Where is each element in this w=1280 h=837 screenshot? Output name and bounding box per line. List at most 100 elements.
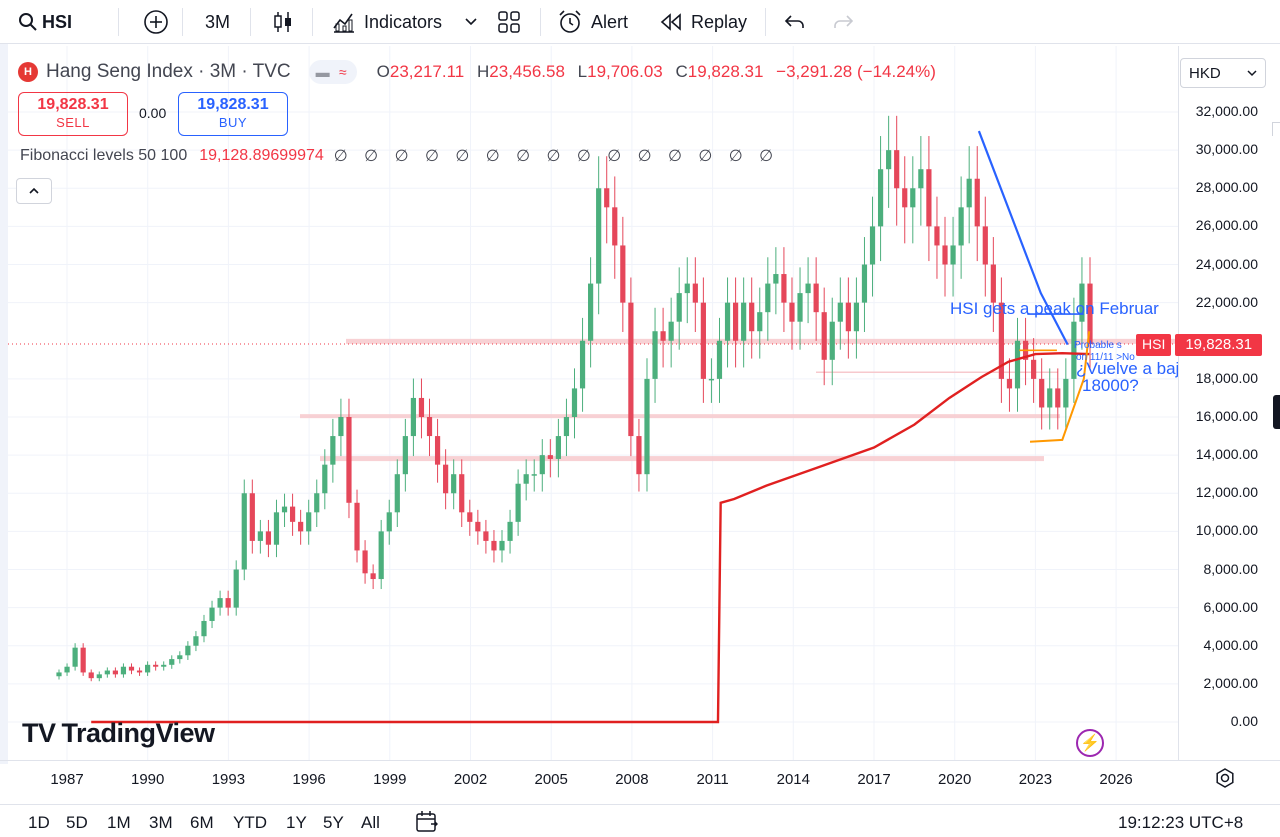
range-button-1y[interactable]: 1Y [286,813,307,832]
range-button-ytd[interactable]: YTD [233,813,267,832]
candle-body [950,245,956,265]
replay-button[interactable]: Replay [659,0,747,44]
candle-body [1039,378,1045,408]
range-button-3m[interactable]: 3M [149,813,173,832]
alert-label: Alert [591,11,629,32]
candle-body [136,670,143,673]
currency-label: HKD [1189,64,1221,82]
candle-body [845,302,851,332]
tradingview-logo-icon: TV [22,717,56,748]
candle-body [1055,388,1061,408]
clock[interactable]: 19:12:23 UTC+8 [1118,813,1244,832]
indicators-button[interactable]: Indicators [332,0,442,44]
redo-button[interactable] [832,0,854,44]
range-button-5y[interactable]: 5Y [323,813,344,832]
wave-icon[interactable]: ≈ [338,64,347,80]
range-button-1m[interactable]: 1M [107,813,131,832]
chevron-down-icon [1247,70,1257,77]
fibonacci-legend[interactable]: Fibonacci levels 50 100 19,128.89699974 … [20,146,779,166]
candle-body [998,302,1004,379]
last-price-marker: HSI 19,828.31 [1136,334,1263,356]
symbol-title[interactable]: Hang Seng Index · 3M · TVC [46,61,291,82]
candle-body [765,283,771,313]
interval-button[interactable]: 3M [205,0,230,44]
open-label: O [376,62,390,81]
price-tick-label: 32,000.00 [1195,103,1258,120]
time-tick-label: 2026 [1099,771,1133,788]
candle-body [853,302,860,332]
tradingview-watermark[interactable]: TV TradingView [22,716,215,750]
candle-body [193,636,199,646]
candle-body [966,178,972,208]
sell-button[interactable]: 19,828.31 SELL [18,92,128,136]
replay-label: Replay [691,11,748,32]
annotation-date: on 11/11 >No [1076,352,1135,363]
visibility-toggle[interactable]: ▬ ≈ [308,60,357,84]
candle-body [1031,359,1037,379]
interval-label: 3M [205,11,231,32]
range-button-6m[interactable]: 6M [190,813,214,832]
annotation-question: ¿Vuelve a baja [1076,359,1178,378]
spread-value: 0.00 [139,105,167,121]
candle-body [467,512,473,522]
compare-button[interactable] [143,0,169,44]
settings-icon[interactable] [1214,767,1236,789]
candle-body [64,666,70,673]
undo-button[interactable] [784,0,806,44]
lightning-icon[interactable]: ⚡ [1076,729,1104,757]
candle-body [426,417,433,437]
hsi-logo-icon: H [18,62,38,82]
price-tick-label: 6,000.00 [1203,598,1259,615]
range-button-5d[interactable]: 5D [66,813,88,832]
candle-body [362,550,368,574]
buy-label: BUY [218,115,248,130]
alert-button[interactable]: Alert [557,0,628,44]
candle-body [676,293,682,322]
candle-body [563,417,570,437]
range-button-1d[interactable]: 1D [28,813,50,832]
candle-body [161,664,167,667]
chart-canvas[interactable]: HSI gets a peak on Februar Probable s on 1… [8,46,1189,760]
chart-type-button[interactable] [272,0,294,44]
candle-body [257,531,263,541]
buy-button[interactable]: 19,828.31 BUY [178,92,288,136]
fib-empty-values: ∅ ∅ ∅ ∅ ∅ ∅ ∅ ∅ ∅ ∅ ∅ ∅ ∅ ∅ ∅ [333,148,780,165]
redo-icon [834,15,854,28]
sell-price: 19,828.31 [37,96,109,113]
currency-select[interactable]: HKD [1180,58,1266,88]
candle-body [322,464,328,494]
chart-svg[interactable]: HSI gets a peak on Februar Probable son 1… [8,46,1189,760]
candle-body [604,188,610,208]
rewind-icon [660,13,681,31]
price-tick-label: 0.00 [1230,713,1258,729]
collapse-legend-button[interactable] [16,178,52,204]
candle-body [72,647,78,667]
symbol-search[interactable]: HSI [18,0,72,44]
layouts-button[interactable] [497,0,521,44]
price-tick-label: 12,000.00 [1195,484,1258,501]
time-tick-label: 2020 [938,771,972,788]
candle-body [177,655,183,660]
divider [118,8,119,36]
blue-trend-line [977,130,1069,346]
price-tick-label: 28,000.00 [1195,179,1258,196]
eye-icon[interactable]: ▬ [315,64,330,80]
price-scale[interactable]: 32,000.00 30,000.00 28,000.00 26,000.00 24,0… [1178,46,1280,760]
price-tick-label: 26,000.00 [1195,217,1258,234]
divider [765,8,766,36]
candle-body [612,207,618,246]
price-tick-label: 22,000.00 [1195,293,1258,310]
time-tick-label: 1993 [211,771,246,788]
indicators-dropdown[interactable] [464,0,478,44]
scroll-handle[interactable] [1273,395,1280,429]
time-axis[interactable]: 1987 1990 1993 1996 1999 2002 2005 2008 2011 2014… [0,760,1280,796]
price-tick-label: 4,000.00 [1203,636,1259,653]
chevron-up-icon [29,187,39,194]
price-tick-label: 30,000.00 [1195,141,1258,158]
range-button-all[interactable]: All [361,813,380,832]
goto-date-icon[interactable] [414,809,440,835]
candle-body [539,455,545,475]
candle-body [56,672,62,677]
candle-body [708,378,715,381]
candle-body [1071,321,1077,379]
